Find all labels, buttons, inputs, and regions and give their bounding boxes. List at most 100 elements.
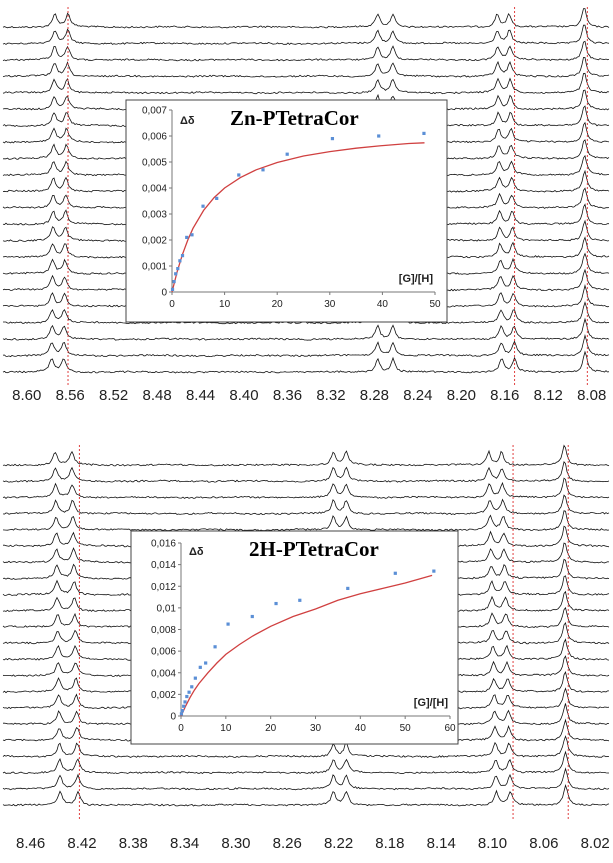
inset-y-tick-label: 0,008 — [151, 625, 176, 636]
nmr-spectrum-trace — [2, 494, 610, 516]
nmr-spectrum-trace — [2, 735, 610, 758]
inset-x-tick-label: 0 — [178, 723, 184, 734]
data-point — [330, 137, 335, 141]
data-point — [176, 267, 180, 271]
inset-x-tick-label: 40 — [355, 723, 367, 734]
inset-x-tick-label: 10 — [220, 723, 232, 734]
data-point — [432, 569, 436, 573]
inset-y-tick-label: 0,002 — [151, 690, 176, 701]
data-point — [274, 601, 278, 606]
inset-y-tick-label: 0,014 — [151, 560, 176, 571]
data-point — [213, 645, 217, 649]
x-tick-label: 8.08 — [577, 387, 606, 404]
inset-y-tick-label: 0,001 — [142, 262, 167, 273]
nmr-spectrum-trace — [2, 8, 610, 29]
inset-x-tick-label: 30 — [310, 723, 322, 734]
x-tick-label: 8.44 — [186, 387, 215, 404]
data-point — [261, 168, 265, 172]
nmr-spectrum-trace — [2, 72, 610, 95]
x-tick-label: 8.28 — [360, 387, 389, 404]
inset-x-label: [G]/[H] — [399, 273, 434, 285]
x-tick-label: 8.16 — [490, 387, 519, 404]
data-point — [226, 622, 230, 626]
nmr-chart-top: 8.60 8.56 8.52 8.48 8.44 8.40 8.36 8.32 8.28 8.24… — [2, 7, 610, 404]
nmr-spectrum-trace — [2, 784, 610, 807]
data-point — [377, 134, 381, 138]
x-tick-label: 8.46 — [16, 835, 45, 852]
data-point — [187, 690, 191, 694]
data-point — [183, 700, 187, 704]
inset-y-tick-label: 0 — [161, 288, 167, 299]
inset-x-tick-label: 10 — [219, 299, 231, 310]
x-tick-label: 8.02 — [581, 835, 610, 852]
nmr-spectrum-trace — [2, 750, 609, 775]
nmr-spectrum-trace — [2, 510, 610, 532]
x-tick-label: 8.10 — [478, 835, 507, 852]
inset-y-tick-label: 0,012 — [151, 582, 176, 593]
x-tick-label: 8.30 — [221, 835, 250, 852]
nmr-panel-top: 8.60 8.56 8.52 8.48 8.44 8.40 8.36 8.32 8.28 8.24… — [0, 0, 613, 425]
inset-y-label: Δδ — [180, 115, 195, 127]
x-tick-label: 8.38 — [119, 835, 148, 852]
data-point — [393, 571, 397, 575]
x-tick-label: 8.32 — [316, 387, 345, 404]
data-point — [204, 661, 208, 665]
data-point — [285, 152, 289, 156]
data-point — [298, 598, 302, 602]
nmr-spectrum-trace — [2, 40, 610, 62]
inset-y-tick-label: 0,006 — [142, 132, 167, 143]
data-point — [250, 614, 254, 619]
x-tick-label: 8.26 — [273, 835, 302, 852]
nmr-spectrum-trace — [2, 56, 610, 78]
inset-x-tick-label: 50 — [429, 299, 441, 310]
x-tick-label: 8.36 — [273, 387, 302, 404]
inset-x-tick-label: 60 — [444, 723, 456, 734]
inset-y-tick-label: 0,007 — [142, 106, 167, 117]
inset-x-tick-label: 30 — [324, 299, 336, 310]
x-tick-label: 8.12 — [534, 387, 563, 404]
inset-title: Zn-PTetraCor — [230, 106, 359, 130]
x-tick-label: 8.18 — [375, 835, 404, 852]
inset-x-label: [G]/[H] — [414, 697, 449, 709]
data-point — [422, 131, 426, 135]
data-point — [237, 173, 241, 177]
inset-y-tick-label: 0,006 — [151, 647, 176, 658]
fit-curve — [180, 574, 433, 717]
x-tick-label: 8.52 — [99, 387, 128, 404]
nmr-spectrum-trace — [2, 24, 610, 45]
data-point — [215, 196, 219, 200]
nmr-spectrum-trace — [2, 767, 610, 791]
nmr-panel-bottom: 8.46 8.42 8.38 8.34 8.30 8.26 8.22 8.18 8.14 8.10… — [0, 440, 613, 863]
inset-chart: 0 0,001 0,002 0,003 0,004 0,005 0,006 0,007 0 10 2… — [125, 99, 448, 323]
x-tick-label: 8.56 — [56, 387, 85, 404]
data-point — [193, 676, 197, 680]
data-point — [172, 280, 176, 284]
data-point — [180, 708, 184, 713]
inset-x-tick-label: 20 — [272, 299, 284, 310]
data-point — [346, 586, 350, 591]
inset-y-label: Δδ — [189, 546, 204, 558]
data-point — [179, 712, 184, 716]
inset-y-tick-label: 0,003 — [142, 210, 167, 221]
inset-y-tick-label: 0,01 — [157, 603, 177, 614]
nmr-spectrum-trace — [2, 461, 610, 483]
data-point — [185, 235, 189, 239]
inset-x-tick-label: 20 — [265, 723, 277, 734]
inset-y-tick-label: 0 — [170, 712, 176, 723]
x-tick-label: 8.60 — [12, 387, 41, 404]
x-tick-label: 8.42 — [67, 835, 96, 852]
data-point — [180, 254, 185, 258]
data-point — [201, 204, 205, 208]
x-tick-label: 8.34 — [170, 835, 199, 852]
x-tick-label: 8.48 — [143, 387, 172, 404]
x-tick-label: 8.06 — [529, 835, 558, 852]
inset-chart: 0 0,002 0,004 0,006 0,008 0,01 0,012 0,014 0,016… — [130, 530, 459, 745]
inset-frame — [130, 530, 459, 745]
inset-y-tick-label: 0,004 — [142, 184, 167, 195]
data-point — [182, 704, 186, 708]
inset-x-tick-label: 0 — [169, 299, 175, 310]
fit-curve — [171, 142, 425, 293]
nmr-chart-bottom: 8.46 8.42 8.38 8.34 8.30 8.26 8.22 8.18 8.14 8.10… — [2, 444, 610, 852]
x-tick-label: 8.24 — [403, 387, 432, 404]
x-tick-label: 8.40 — [229, 387, 258, 404]
